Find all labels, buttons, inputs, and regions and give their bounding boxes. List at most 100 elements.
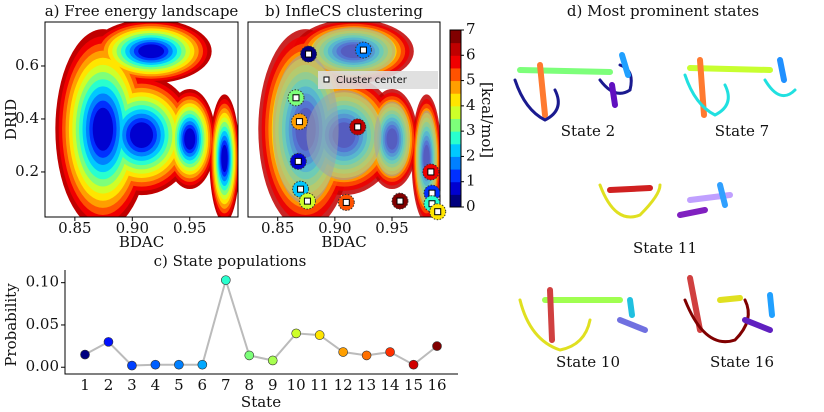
- colorbar-band: [450, 181, 461, 195]
- x-tick-label: 0.95: [173, 219, 206, 237]
- x-tick-label: 4: [151, 376, 161, 394]
- contour-level: [184, 128, 196, 150]
- y-axis-label: DRID: [2, 99, 20, 140]
- cluster-center: [359, 46, 367, 54]
- x-tick-label: 8: [244, 376, 254, 394]
- population-point: [197, 359, 208, 370]
- colorbar-band: [450, 105, 461, 119]
- x-tick-label: 6: [198, 376, 208, 394]
- x-axis-label: BDAC: [119, 233, 164, 251]
- x-tick-label: 0.85: [261, 219, 294, 237]
- contour-field: [55, 22, 238, 217]
- sample-cloud: [416, 110, 438, 207]
- cluster-center: [305, 50, 313, 58]
- x-tick-label: 16: [427, 376, 446, 394]
- protein-images: [513, 52, 797, 352]
- colorbar-tick-label: 4: [466, 96, 476, 114]
- x-tick-label: 12: [334, 376, 353, 394]
- y-tick-label: 0.00: [26, 357, 59, 375]
- x-axis-label: State: [241, 393, 281, 411]
- population-point: [244, 350, 255, 361]
- state-label: State 10: [556, 353, 620, 371]
- y-tick-label: 0.4: [15, 109, 39, 127]
- sample-cloud: [374, 101, 410, 177]
- colorbar-band: [450, 118, 461, 132]
- y-axis-label: Probability: [2, 283, 20, 367]
- cluster-center: [342, 198, 350, 206]
- colorbar-tick-label: 6: [466, 45, 476, 63]
- cluster-center: [295, 118, 303, 126]
- population-point: [127, 360, 137, 371]
- x-tick-label: 0.85: [58, 219, 91, 237]
- population-point: [291, 328, 302, 339]
- contour-level: [129, 122, 154, 148]
- x-tick-label: 5: [174, 376, 184, 394]
- y-tick-label: 0.05: [26, 315, 59, 333]
- legend-marker: [323, 76, 330, 83]
- contour-level: [221, 144, 228, 173]
- cluster-center: [354, 123, 362, 131]
- x-tick-label: 7: [221, 376, 231, 394]
- axes-frame: [64, 270, 458, 375]
- colorbar-band: [450, 30, 461, 44]
- colorbar-tick-label: 5: [466, 71, 476, 89]
- x-tick-label: 11: [310, 376, 329, 394]
- population-point: [432, 341, 442, 351]
- colorbar-band: [450, 67, 461, 82]
- legend-label: Cluster center: [336, 75, 408, 86]
- plot-frame: [44, 21, 239, 218]
- x-tick-label: 0.95: [375, 219, 408, 237]
- plot-frame: [247, 21, 441, 218]
- cluster-center: [434, 208, 442, 216]
- x-tick-label: 0.90: [318, 219, 351, 237]
- colorbar-tick-label: 0: [466, 197, 476, 215]
- x-tick-label: 10: [287, 376, 306, 394]
- population-point: [80, 349, 90, 360]
- chart-title: c) State populations: [154, 252, 307, 270]
- x-tick-label: 1: [80, 376, 90, 394]
- population-point: [408, 359, 419, 370]
- colorbar-band: [450, 169, 461, 183]
- cluster-center: [294, 157, 302, 165]
- state-label: State 11: [633, 239, 697, 257]
- colorbar-label: [kcal/mol]: [478, 82, 496, 158]
- x-tick-label: 0.90: [116, 219, 149, 237]
- population-point: [267, 355, 278, 366]
- colorbar-band: [450, 194, 461, 208]
- colorbar-band: [450, 143, 461, 157]
- state-label: State 2: [561, 122, 615, 140]
- colorbar-band: [450, 156, 461, 170]
- population-point: [150, 359, 161, 370]
- colorbar-band: [450, 93, 461, 107]
- chart-title: b) InfleCS clustering: [265, 2, 423, 20]
- x-tick-label: 15: [404, 376, 423, 394]
- x-axis-label: BDAC: [321, 233, 366, 251]
- population-point: [385, 347, 395, 357]
- population-point: [314, 330, 325, 340]
- sample-cloud: [311, 27, 396, 76]
- legend-box: [318, 71, 438, 89]
- colorbar-tick-label: 2: [466, 146, 476, 164]
- colorbar-frame: [449, 29, 462, 208]
- x-tick-label: 3: [127, 376, 137, 394]
- state-label: State 16: [710, 353, 774, 371]
- contour-level: [138, 44, 165, 59]
- colorbar-band: [450, 80, 461, 94]
- cluster-center: [292, 94, 300, 102]
- cluster-center: [303, 197, 311, 205]
- x-tick-label: 2: [104, 376, 114, 394]
- y-tick-label: 0.10: [26, 273, 59, 291]
- cluster-center: [427, 168, 435, 176]
- cluster-center: [396, 197, 404, 205]
- x-tick-label: 14: [381, 376, 400, 394]
- population-point: [338, 347, 348, 357]
- colorbar-band: [450, 131, 461, 145]
- x-tick-label: 13: [357, 376, 376, 394]
- population-point: [361, 350, 372, 361]
- x-tick-label: 9: [268, 376, 278, 394]
- y-tick-label: 0.2: [15, 162, 39, 180]
- y-tick-label: 0.6: [15, 56, 39, 74]
- colorbar-tick-label: 3: [466, 121, 476, 139]
- cluster-center: [297, 185, 305, 193]
